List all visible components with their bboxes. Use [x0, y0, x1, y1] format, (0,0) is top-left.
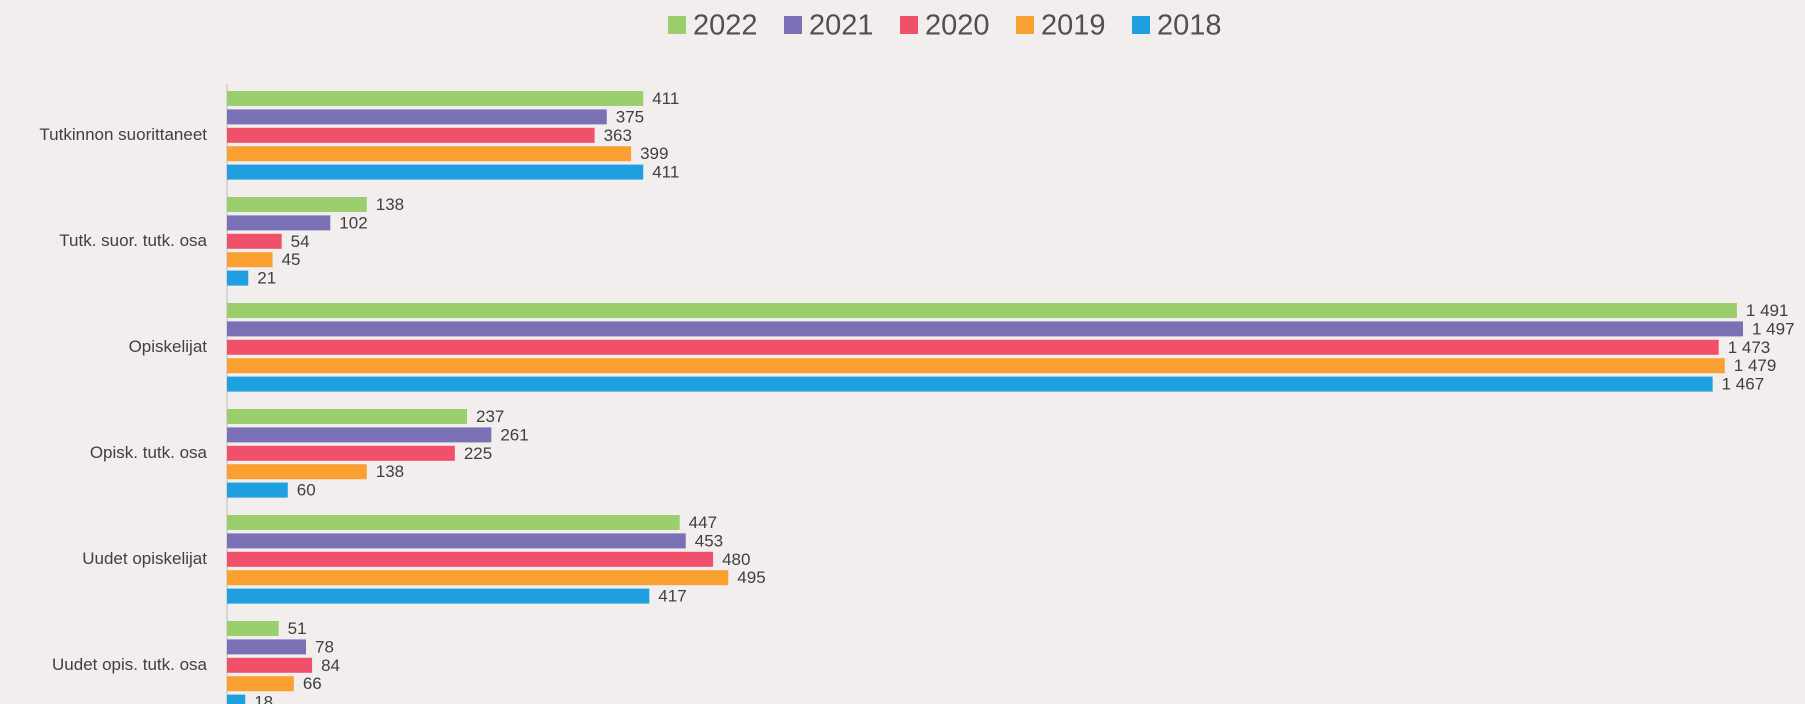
value-label: 363 [604, 126, 632, 145]
bar [227, 303, 1737, 318]
bar [227, 164, 644, 180]
value-label: 1 491 [1746, 301, 1789, 320]
bar [227, 197, 367, 212]
bar [227, 321, 1743, 337]
bar [227, 694, 246, 704]
bar [227, 91, 644, 106]
legend-swatch [900, 16, 918, 34]
category-label: Opiskelijat [129, 337, 208, 356]
bar [227, 445, 455, 461]
value-label: 225 [464, 444, 492, 463]
value-label: 138 [376, 462, 404, 481]
bar [227, 515, 680, 530]
value-label: 51 [288, 619, 307, 638]
legend-label: 2020 [925, 10, 990, 42]
category-label: Tutk. suor. tutk. osa [59, 231, 207, 250]
bar [227, 533, 686, 549]
value-label: 102 [339, 213, 367, 232]
bar [227, 215, 331, 231]
legend-label: 2022 [693, 10, 758, 42]
value-label: 1 479 [1734, 356, 1777, 375]
value-label: 1 467 [1722, 375, 1765, 394]
value-label: 495 [737, 568, 765, 587]
bar [227, 639, 306, 655]
value-label: 45 [282, 250, 301, 269]
bar [227, 657, 313, 673]
value-label: 66 [303, 674, 322, 693]
bar [227, 482, 288, 498]
bar [227, 409, 468, 424]
category-label: Uudet opis. tutk. osa [52, 655, 208, 674]
value-label: 453 [695, 531, 723, 550]
value-label: 84 [321, 656, 340, 675]
bar [227, 339, 1719, 355]
value-label: 375 [616, 107, 644, 126]
legend-swatch [1132, 16, 1150, 34]
legend-label: 2019 [1041, 10, 1106, 42]
bar [227, 109, 607, 125]
bar [227, 127, 595, 143]
bar [227, 427, 492, 443]
value-label: 54 [291, 232, 310, 251]
category-label: Uudet opiskelijat [82, 549, 207, 568]
value-label: 417 [658, 587, 686, 606]
value-label: 399 [640, 144, 668, 163]
bar [227, 376, 1713, 392]
bar [227, 464, 367, 480]
bar [227, 621, 279, 636]
category-label: Tutkinnon suorittaneet [39, 125, 207, 144]
value-label: 447 [689, 513, 717, 532]
value-label: 237 [476, 407, 504, 426]
bar [227, 551, 714, 567]
value-label: 21 [257, 269, 276, 288]
bar [227, 270, 249, 286]
legend-label: 2021 [809, 10, 874, 42]
value-label: 78 [315, 637, 334, 656]
category-label: Opisk. tutk. osa [90, 443, 208, 462]
value-label: 261 [500, 425, 528, 444]
value-label: 18 [254, 693, 273, 704]
legend-swatch [668, 16, 686, 34]
value-label: 60 [297, 481, 316, 500]
value-label: 480 [722, 550, 750, 569]
bar [227, 233, 282, 249]
legend-label: 2018 [1157, 10, 1222, 42]
bar [227, 358, 1725, 374]
value-label: 138 [376, 195, 404, 214]
bar [227, 252, 273, 268]
value-label: 1 497 [1752, 319, 1795, 338]
bar [227, 588, 650, 604]
value-label: 411 [652, 89, 679, 108]
bar [227, 570, 729, 586]
value-label: 411 [652, 163, 679, 182]
bar [227, 676, 294, 692]
bar [227, 146, 632, 162]
legend-swatch [1016, 16, 1034, 34]
value-label: 1 473 [1728, 338, 1771, 357]
legend-swatch [784, 16, 802, 34]
